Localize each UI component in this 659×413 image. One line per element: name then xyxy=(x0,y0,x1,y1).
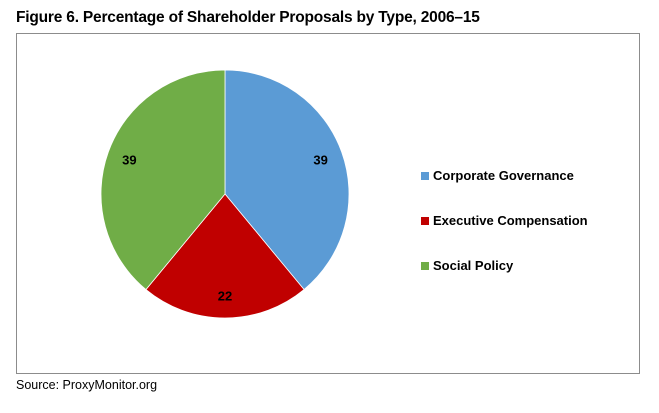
source-note: Source: ProxyMonitor.org xyxy=(16,378,158,392)
data-label-executive-compensation: 22 xyxy=(218,289,232,304)
data-label-corporate-governance: 39 xyxy=(313,153,327,168)
legend-item-corporate-governance: Corporate Governance xyxy=(421,168,574,183)
legend-label: Social Policy xyxy=(433,258,514,273)
pie-slice-executive-compensation xyxy=(145,193,305,319)
legend-item-executive-compensation: Executive Compensation xyxy=(421,213,588,228)
data-label-social-policy: 39 xyxy=(122,153,136,168)
legend-label: Corporate Governance xyxy=(433,168,574,183)
figure-title: Figure 6. Percentage of Shareholder Prop… xyxy=(16,9,480,26)
legend-item-social-policy: Social Policy xyxy=(421,258,513,273)
legend-swatch-executive-compensation xyxy=(421,216,429,225)
legend-label: Executive Compensation xyxy=(433,213,588,228)
pie-slice-corporate-governance xyxy=(224,69,350,291)
legend-swatch-social-policy xyxy=(421,261,429,270)
pie-slice-social-policy xyxy=(100,69,226,291)
legend-swatch-corporate-governance xyxy=(421,171,429,180)
